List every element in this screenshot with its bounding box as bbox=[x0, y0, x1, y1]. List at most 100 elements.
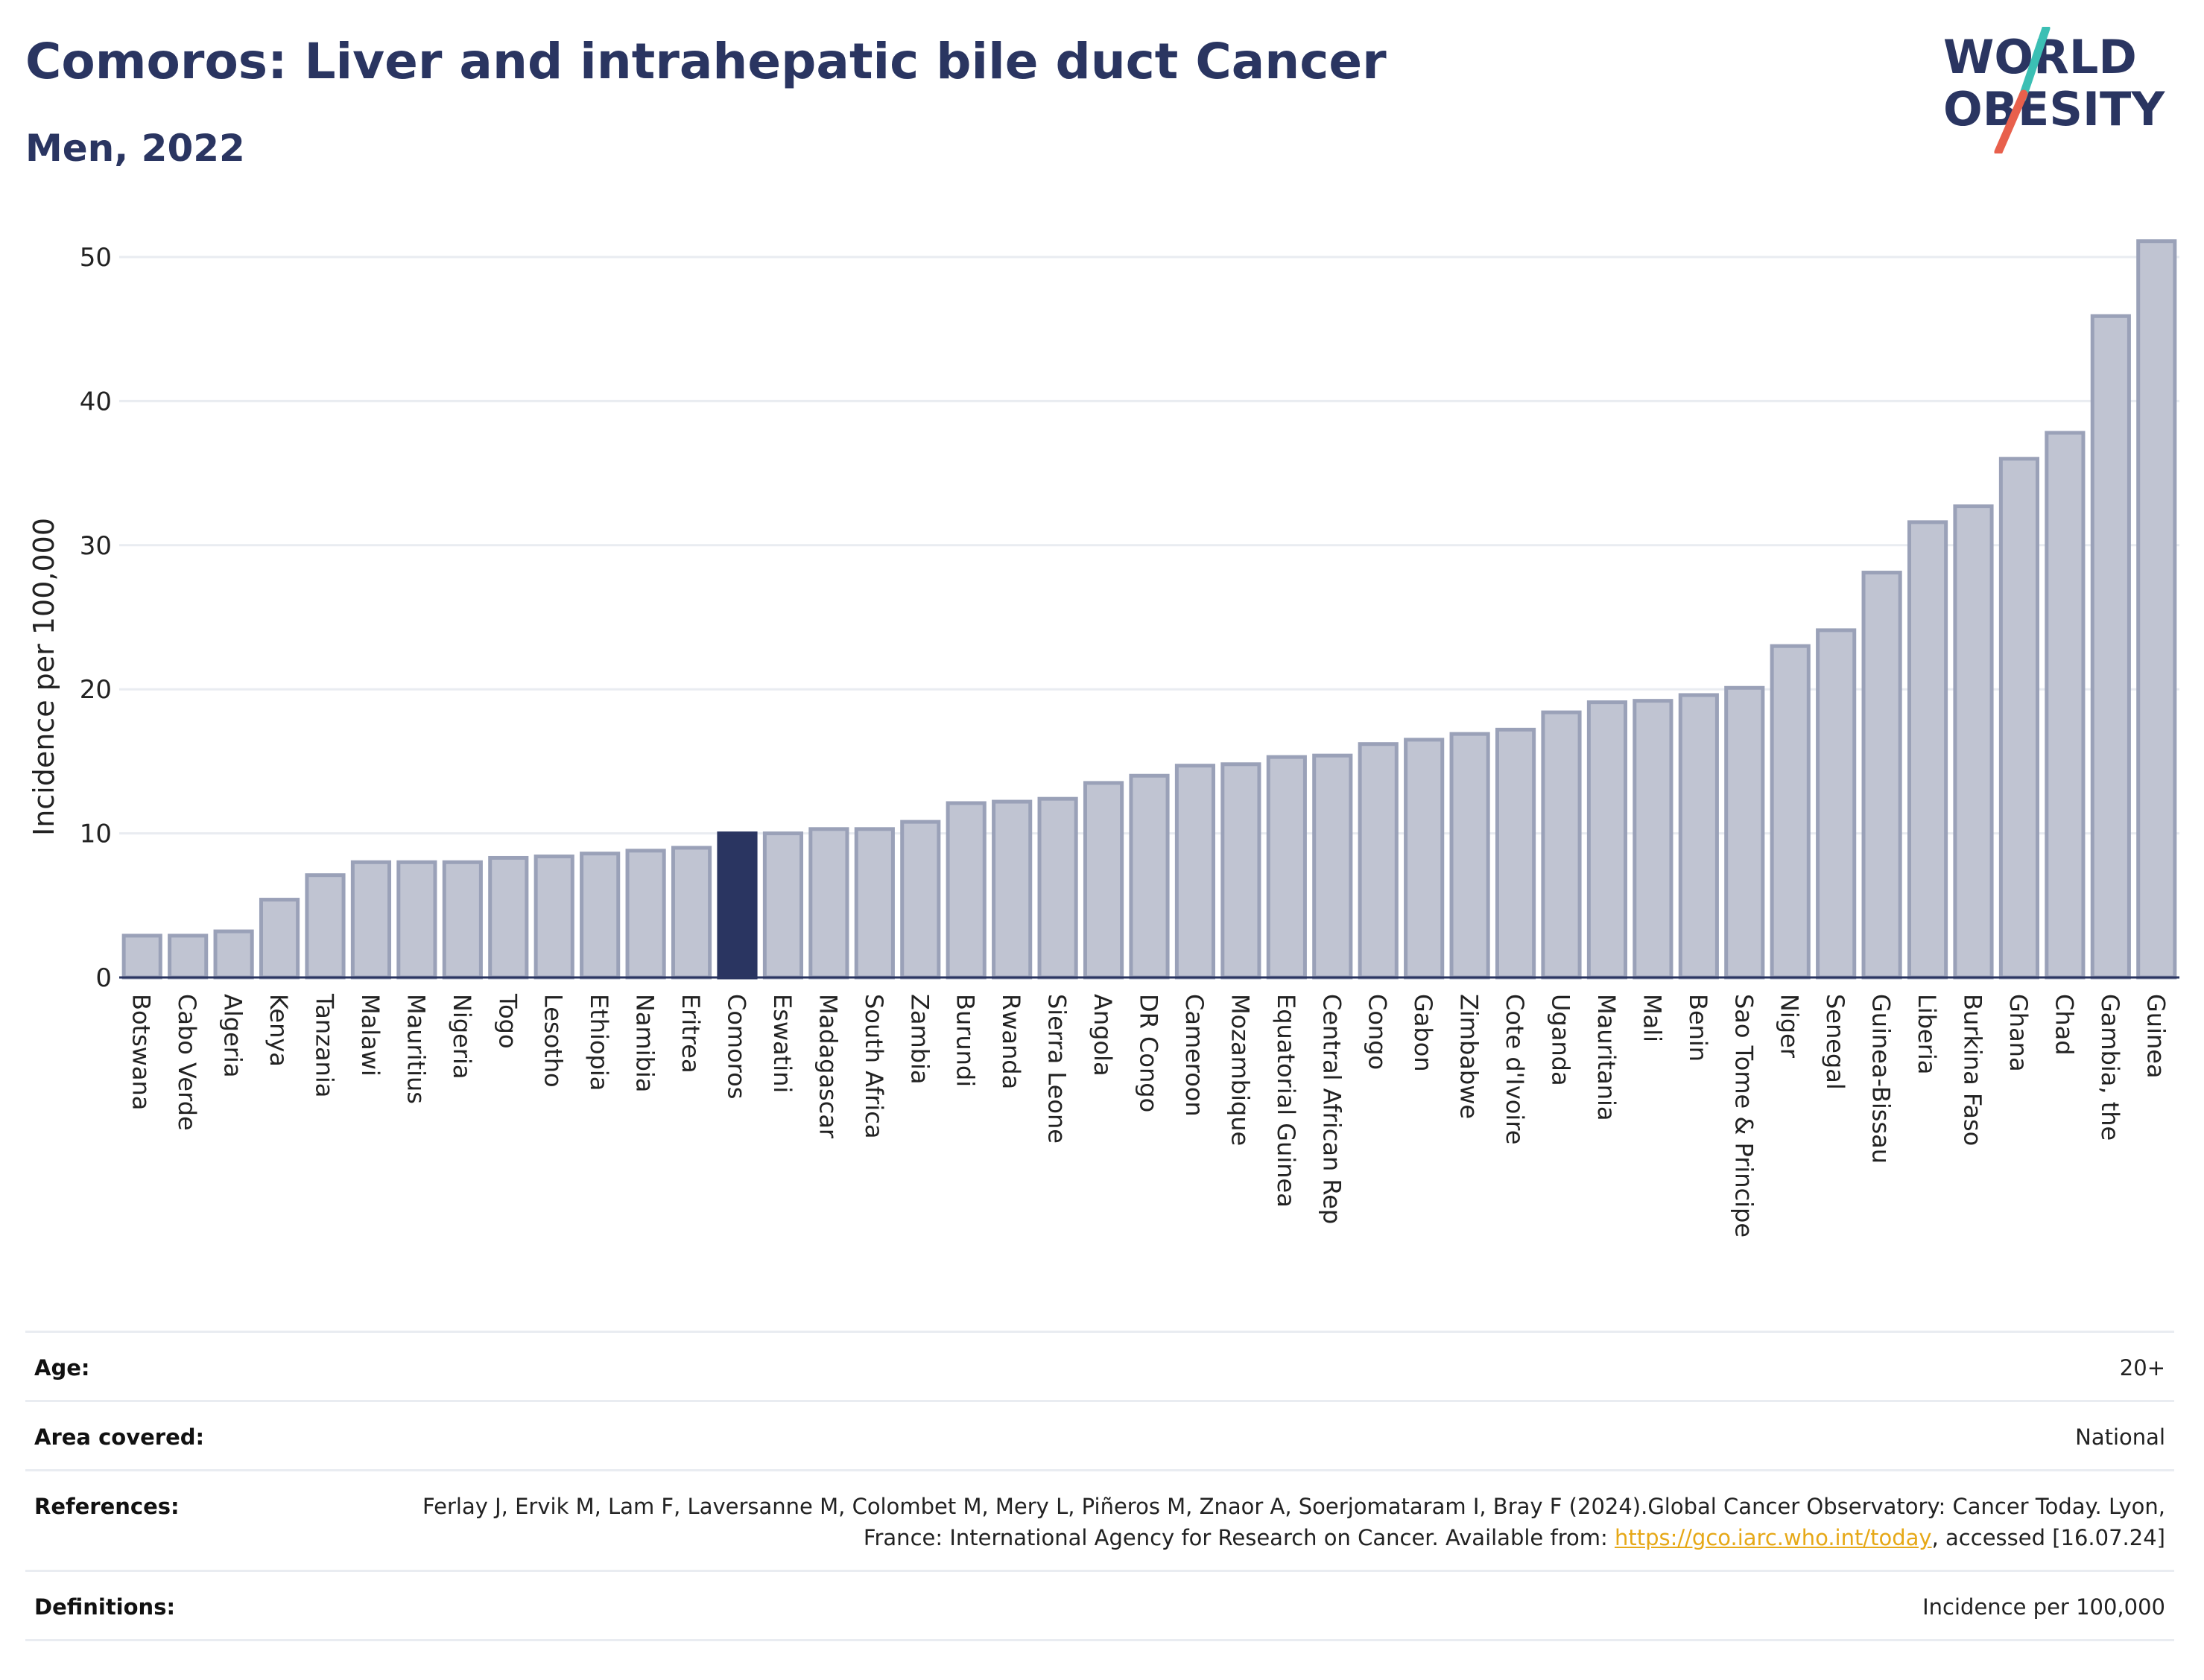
x-tick-label: Ethiopia bbox=[585, 994, 613, 1091]
info-row-age: Age: 20+ bbox=[25, 1331, 2174, 1400]
x-tick-label: Benin bbox=[1684, 994, 1712, 1062]
bar-tanzania bbox=[305, 873, 346, 980]
bar-malawi bbox=[350, 860, 392, 980]
x-tick-label: Burundi bbox=[951, 994, 980, 1087]
x-tick-label: DR Congo bbox=[1135, 994, 1163, 1112]
bar-chad bbox=[2045, 431, 2086, 980]
area-label: Area covered: bbox=[34, 1424, 205, 1450]
x-tick-label: Mauritius bbox=[402, 994, 430, 1104]
x-tick-label: Cameroon bbox=[1180, 994, 1209, 1117]
bar-angola bbox=[1083, 781, 1124, 980]
y-axis-label: Incidence per 100,000 bbox=[28, 518, 60, 836]
chart-subtitle: Men, 2022 bbox=[25, 127, 245, 170]
bar-ethiopia bbox=[580, 852, 621, 980]
bar-ghana bbox=[1998, 457, 2040, 980]
bar-burkina-faso bbox=[1953, 504, 1994, 980]
x-tick-label: Cote d'Ivoire bbox=[1501, 994, 1529, 1144]
references-text: Ferlay J, Ervik M, Lam F, Laversanne M, … bbox=[422, 1494, 2165, 1550]
logo-slash-teal bbox=[2018, 27, 2051, 103]
bar-south-africa bbox=[854, 827, 895, 980]
logo-slash-red bbox=[1994, 89, 2028, 153]
x-tick-label: Mali bbox=[1638, 994, 1666, 1042]
x-tick-label: Kenya bbox=[265, 994, 293, 1067]
x-tick-label: Eswatini bbox=[768, 994, 797, 1093]
x-tick-label: Malawi bbox=[356, 994, 384, 1077]
y-tick-label: 0 bbox=[95, 963, 112, 993]
x-tick-label: Mauritania bbox=[1592, 994, 1621, 1120]
bar-equatorial-guinea bbox=[1266, 755, 1307, 980]
bar-guinea bbox=[2136, 239, 2177, 980]
y-tick-label: 30 bbox=[80, 531, 112, 561]
x-tick-label: Burkina Faso bbox=[1959, 994, 1987, 1146]
x-tick-label: Congo bbox=[1364, 994, 1392, 1070]
bar-sierra-leone bbox=[1037, 796, 1078, 980]
x-tick-label: Mozambique bbox=[1226, 994, 1254, 1146]
bar-guinea-bissau bbox=[1861, 571, 1902, 980]
bar-madagascar bbox=[808, 827, 849, 980]
bar-nigeria bbox=[442, 860, 483, 980]
x-tick-label: Tanzania bbox=[311, 993, 339, 1097]
info-row-references: References: Ferlay J, Ervik M, Lam F, La… bbox=[25, 1469, 2174, 1570]
info-row-definitions: Definitions: Incidence per 100,000 bbox=[25, 1570, 2174, 1641]
chart-title: Comoros: Liver and intrahepatic bile duc… bbox=[25, 33, 1387, 90]
x-tick-label: Sao Tome & Principe bbox=[1729, 994, 1758, 1237]
bar-kenya bbox=[259, 898, 300, 980]
bar-cote-d-ivoire bbox=[1495, 727, 1536, 980]
bar-chart: 0 10 20 30 40 50 Incidence per 100,000 Botswana… bbox=[28, 239, 2179, 1237]
x-tick-label: Algeria bbox=[219, 994, 247, 1077]
age-label: Age: bbox=[34, 1355, 90, 1381]
x-tick-label: Comoros bbox=[723, 994, 751, 1099]
bar-mauritius bbox=[396, 860, 437, 980]
y-tick-label: 40 bbox=[80, 387, 112, 416]
x-tick-label: Central African Rep bbox=[1317, 994, 1346, 1224]
bar-comoros bbox=[717, 831, 758, 980]
bar-benin bbox=[1678, 693, 1719, 980]
bar-algeria bbox=[213, 929, 254, 980]
x-tick-label: Zambia bbox=[905, 994, 934, 1085]
references-link[interactable]: https://gco.iarc.who.int/today bbox=[1614, 1525, 1932, 1550]
x-tick-label: Sierra Leone bbox=[1043, 994, 1071, 1144]
x-tick-label: Chad bbox=[2050, 994, 2078, 1056]
bar-niger bbox=[1770, 644, 1811, 980]
bar-uganda bbox=[1541, 710, 1582, 980]
bar-zimbabwe bbox=[1449, 732, 1490, 980]
bar-sao-tome-principe bbox=[1724, 685, 1765, 980]
x-tick-label: Lesotho bbox=[539, 994, 568, 1088]
info-table: Age: 20+ Area covered: National Referenc… bbox=[25, 1331, 2174, 1641]
info-row-area: Area covered: National bbox=[25, 1400, 2174, 1469]
definitions-value: Incidence per 100,000 bbox=[1922, 1594, 2165, 1620]
x-tick-label: Gabon bbox=[1409, 994, 1437, 1072]
x-tick-label: Botswana bbox=[127, 994, 156, 1110]
bar-central-african-rep bbox=[1312, 753, 1353, 980]
bar-cabo-verde bbox=[168, 933, 209, 980]
bar-senegal bbox=[1816, 628, 1857, 980]
y-tick-label: 10 bbox=[80, 820, 112, 849]
x-tick-label: Niger bbox=[1776, 994, 1804, 1059]
x-tick-label: Cabo Verde bbox=[173, 994, 201, 1131]
x-tick-label: Zimbabwe bbox=[1455, 994, 1483, 1119]
bar-togo bbox=[488, 855, 529, 980]
x-tick-label: Eritrea bbox=[677, 994, 705, 1074]
bar-dr-congo bbox=[1129, 773, 1170, 980]
bar-gabon bbox=[1404, 738, 1445, 980]
bar-zambia bbox=[900, 820, 941, 980]
bar-rwanda bbox=[992, 799, 1033, 980]
x-tick-label: Uganda bbox=[1547, 994, 1575, 1086]
bar-cameroon bbox=[1174, 764, 1216, 980]
x-tick-label: Guinea-Bissau bbox=[1867, 994, 1896, 1164]
x-tick-label: Gambia, the bbox=[2096, 994, 2124, 1141]
bar-liberia bbox=[1907, 520, 1948, 980]
area-value: National bbox=[2075, 1424, 2165, 1450]
x-tick-label: Senegal bbox=[1821, 994, 1849, 1090]
bar-mauritania bbox=[1586, 700, 1628, 980]
definitions-label: Definitions: bbox=[34, 1594, 176, 1620]
x-tick-label: Rwanda bbox=[997, 994, 1025, 1089]
bar-mozambique bbox=[1220, 762, 1261, 980]
x-tick-label: Liberia bbox=[1913, 994, 1941, 1074]
x-tick-label: Namibia bbox=[631, 994, 659, 1092]
x-tick-label: Togo bbox=[493, 993, 522, 1049]
references-value: Ferlay J, Ervik M, Lam F, Laversanne M, … bbox=[377, 1491, 2165, 1553]
bar-congo bbox=[1358, 742, 1399, 980]
age-value: 20+ bbox=[2119, 1355, 2165, 1381]
bar-gambia-the bbox=[2090, 314, 2131, 980]
